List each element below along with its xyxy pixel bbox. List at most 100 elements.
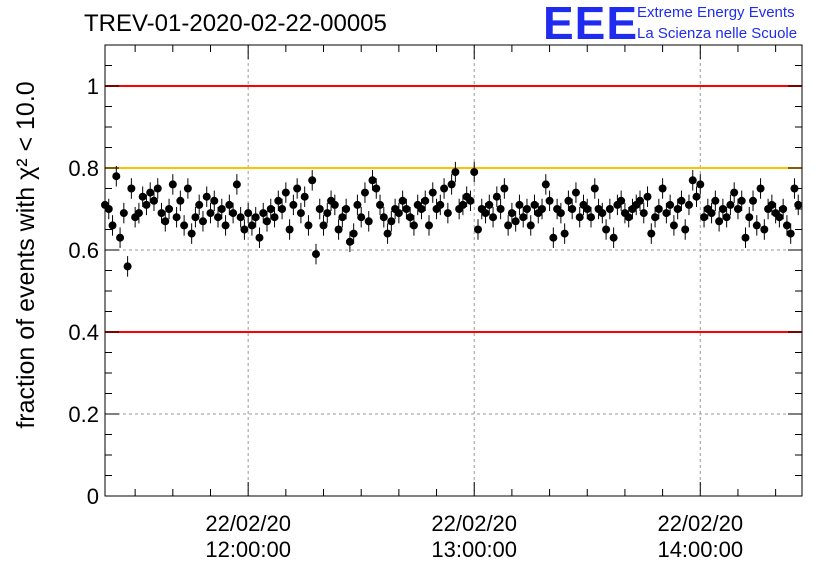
data-point	[718, 205, 727, 213]
data-point	[756, 184, 765, 193]
data-point	[360, 188, 369, 197]
data-point	[274, 196, 283, 205]
data-point	[673, 205, 682, 213]
data-point	[458, 200, 467, 209]
data-point	[168, 180, 177, 189]
data-point	[507, 209, 516, 218]
data-point	[149, 196, 158, 205]
data-point	[617, 196, 626, 205]
data-point	[236, 213, 245, 222]
logo-line-2: La Scienza nelle Scuole	[637, 25, 798, 42]
data-point	[639, 209, 648, 218]
y-tick-label: 0.6	[68, 238, 99, 263]
data-point	[229, 209, 238, 218]
data-point	[364, 217, 373, 226]
data-point	[669, 221, 678, 230]
data-point	[767, 200, 776, 209]
data-point	[108, 221, 117, 230]
data-point	[492, 192, 501, 201]
data-point	[345, 237, 354, 246]
data-point	[651, 213, 660, 222]
data-point	[696, 180, 705, 189]
data-point	[590, 184, 599, 193]
data-point	[436, 200, 445, 209]
data-point	[681, 225, 690, 234]
data-point	[466, 196, 475, 205]
data-point	[221, 221, 230, 230]
data-point	[779, 205, 788, 213]
data-point	[127, 184, 136, 193]
data-point	[315, 205, 324, 213]
data-point	[511, 217, 520, 226]
data-point	[598, 209, 607, 218]
data-point	[349, 229, 358, 238]
data-point	[357, 213, 366, 222]
data-point	[134, 209, 143, 218]
data-point	[202, 192, 211, 201]
data-point	[191, 213, 200, 222]
data-point	[647, 229, 656, 238]
data-point	[556, 209, 565, 218]
y-tick-label: 0.2	[68, 402, 99, 427]
data-point	[323, 209, 332, 218]
data-point	[583, 205, 592, 213]
data-point	[372, 184, 381, 193]
data-point	[715, 217, 724, 226]
data-point	[296, 209, 305, 218]
data-point	[526, 221, 535, 230]
axis-ticks	[105, 45, 802, 497]
data-point	[643, 192, 652, 201]
data-point	[538, 205, 547, 213]
data-point	[244, 209, 253, 218]
data-point	[353, 200, 362, 209]
data-point	[677, 196, 686, 205]
grid-lines	[105, 45, 802, 496]
data-point	[489, 213, 498, 222]
data-point	[568, 205, 577, 213]
data-point	[304, 221, 313, 230]
data-point	[180, 221, 189, 230]
data-point	[195, 200, 204, 209]
data-point	[263, 217, 272, 226]
data-point	[383, 229, 392, 238]
x-tick-label-time: 13:00:00	[431, 537, 517, 562]
data-point	[605, 205, 614, 213]
data-point	[654, 205, 663, 213]
data-point	[760, 225, 769, 234]
data-point	[334, 225, 343, 234]
data-point	[666, 200, 675, 209]
plot-frame	[104, 44, 803, 497]
data-point	[165, 205, 174, 213]
data-point	[504, 221, 513, 230]
data-point	[707, 209, 716, 218]
data-point	[609, 233, 618, 242]
data-point	[311, 250, 320, 259]
data-point	[112, 172, 121, 181]
data-point	[176, 196, 185, 205]
x-tick-label-date: 22/02/20	[657, 511, 743, 536]
data-point	[440, 184, 449, 193]
data-point	[530, 200, 539, 209]
data-point	[726, 200, 735, 209]
data-point	[119, 209, 128, 218]
data-point	[417, 205, 426, 213]
data-point	[293, 184, 302, 193]
data-point	[214, 213, 223, 222]
data-point	[447, 180, 456, 189]
data-point	[741, 233, 750, 242]
data-point	[406, 213, 415, 222]
data-point	[394, 209, 403, 218]
data-point	[210, 196, 219, 205]
data-point	[752, 221, 761, 230]
data-point	[662, 209, 671, 218]
data-point	[749, 196, 758, 205]
data-point	[172, 213, 181, 222]
data-point	[564, 196, 573, 205]
data-point	[443, 209, 452, 218]
data-point	[688, 176, 697, 185]
data-point	[745, 213, 754, 222]
x-tick-label-date: 22/02/20	[205, 511, 291, 536]
data-points	[101, 161, 803, 277]
data-point	[711, 196, 720, 205]
data-point	[206, 209, 215, 218]
